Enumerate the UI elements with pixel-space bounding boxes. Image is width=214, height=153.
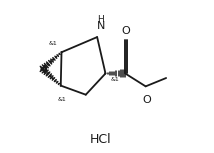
Text: H: H bbox=[98, 15, 104, 24]
Text: O: O bbox=[143, 95, 152, 105]
Text: HCl: HCl bbox=[90, 133, 112, 146]
Text: N: N bbox=[97, 21, 105, 31]
Text: O: O bbox=[122, 26, 130, 35]
Text: &1: &1 bbox=[58, 97, 67, 102]
Text: &1: &1 bbox=[111, 77, 120, 82]
Text: &1: &1 bbox=[49, 41, 58, 46]
